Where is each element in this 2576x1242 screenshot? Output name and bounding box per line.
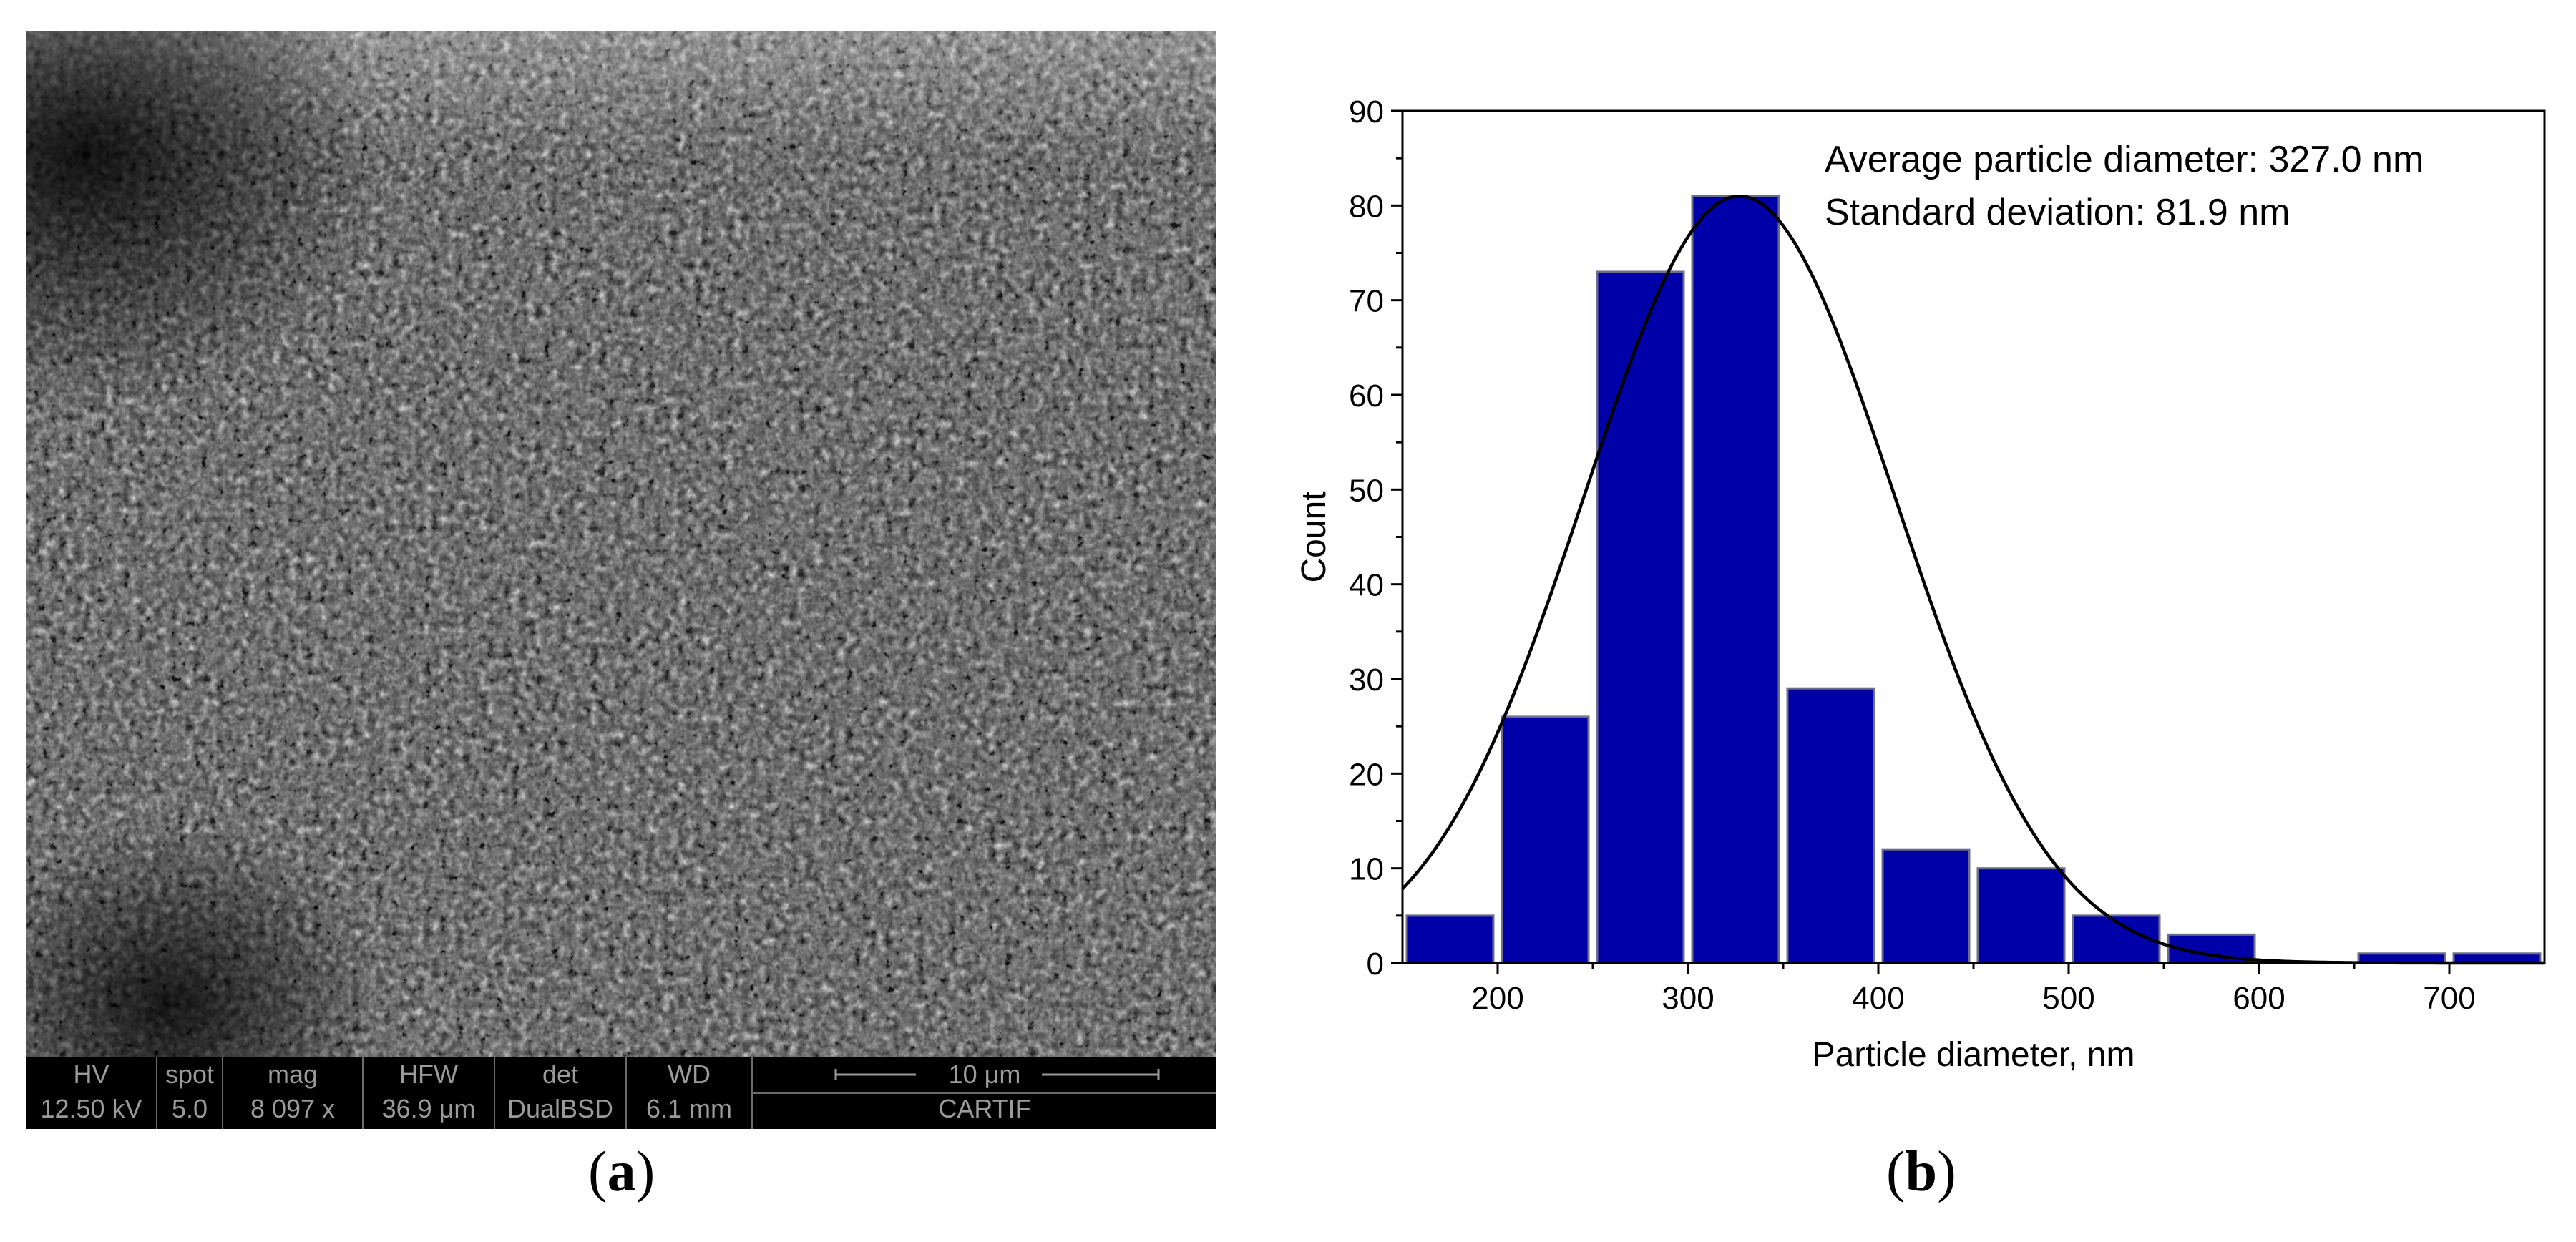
databar-divider	[753, 1092, 1216, 1094]
y-tick-label: 50	[1349, 473, 1384, 508]
mag-header: mag	[267, 1060, 318, 1089]
panel-a-caption-open: (	[588, 1140, 608, 1203]
histogram-bar	[1596, 270, 1685, 964]
hv-value: 12.50 kV	[40, 1094, 142, 1123]
histogram-bar	[1501, 715, 1590, 964]
hfw-header: HFW	[399, 1060, 458, 1089]
y-tick-label: 0	[1367, 947, 1384, 982]
x-axis-label: Particle diameter, nm	[1813, 1036, 2135, 1074]
hfw-value: 36.9 μm	[381, 1094, 476, 1123]
x-tick-label: 500	[2042, 981, 2094, 1016]
scalebar-column: 10 μm CARTIF	[753, 1057, 1216, 1129]
sem-panel: HV 12.50 kV spot 5.0 mag 8 097 x HFW 36.…	[26, 31, 1216, 1129]
spot-column: spot 5.0	[157, 1057, 223, 1129]
annotation-average-diameter: Average particle diameter: 327.0 nm	[1825, 139, 2424, 180]
x-tick-label: 700	[2423, 981, 2475, 1016]
det-header: det	[542, 1060, 579, 1089]
y-axis-label: Count	[1295, 491, 1333, 582]
det-value: DualBSD	[507, 1094, 614, 1123]
panel-b-caption-close: )	[1937, 1140, 1956, 1203]
y-tick-label: 80	[1349, 189, 1384, 224]
x-tick-label: 300	[1662, 981, 1714, 1016]
panel-b-caption: (b)	[1886, 1143, 1956, 1201]
sem-data-bar: HV 12.50 kV spot 5.0 mag 8 097 x HFW 36.…	[26, 1057, 1216, 1129]
wd-column: WD 6.1 mm	[627, 1057, 753, 1129]
histogram-bar	[1691, 195, 1780, 964]
panel-b-caption-letter: b	[1905, 1140, 1938, 1203]
hfw-column: HFW 36.9 μm	[364, 1057, 495, 1129]
mag-column: mag 8 097 x	[223, 1057, 364, 1129]
y-tick-label: 10	[1349, 852, 1384, 887]
spot-value: 5.0	[171, 1094, 208, 1123]
sem-micrograph	[26, 31, 1216, 1057]
institution-label: CARTIF	[938, 1094, 1031, 1123]
histogram-bar	[1405, 914, 1495, 964]
annotation-standard-deviation: Standard deviation: 81.9 nm	[1825, 192, 2290, 233]
hv-header: HV	[73, 1060, 109, 1089]
panel-b-caption-open: (	[1886, 1140, 1906, 1203]
bars-layer	[1405, 195, 2542, 964]
y-tick-label: 60	[1349, 378, 1384, 414]
mag-value: 8 097 x	[250, 1094, 336, 1123]
panel-a-caption: (a)	[588, 1143, 655, 1201]
wd-value: 6.1 mm	[645, 1094, 733, 1123]
y-tick-label: 90	[1349, 94, 1384, 129]
y-tick-label: 70	[1349, 284, 1384, 319]
x-tick-label: 600	[2233, 981, 2285, 1016]
axis-ticks: 0 10 20 30 40 50 60 70 80 90 200 300 400 500 600 700	[1349, 94, 2476, 1016]
det-column: det DualBSD	[495, 1057, 627, 1129]
histogram-bar	[1881, 848, 1971, 964]
y-tick-label: 30	[1349, 662, 1384, 698]
scalebar	[834, 1069, 1160, 1080]
x-tick-label: 200	[1471, 981, 1523, 1016]
panel-a-caption-letter: a	[607, 1140, 636, 1203]
histogram-bar	[1786, 687, 1875, 964]
hv-column: HV 12.50 kV	[26, 1057, 157, 1129]
histogram-bar	[2072, 914, 2161, 964]
scalebar-label: 10 μm	[948, 1060, 1021, 1089]
wd-header: WD	[668, 1060, 711, 1089]
x-tick-label: 400	[1852, 981, 1904, 1016]
histogram-bar	[1976, 867, 2066, 964]
y-tick-label: 40	[1349, 568, 1384, 603]
y-tick-label: 20	[1349, 757, 1384, 792]
panel-a-caption-close: )	[635, 1140, 655, 1203]
spot-header: spot	[165, 1060, 215, 1089]
